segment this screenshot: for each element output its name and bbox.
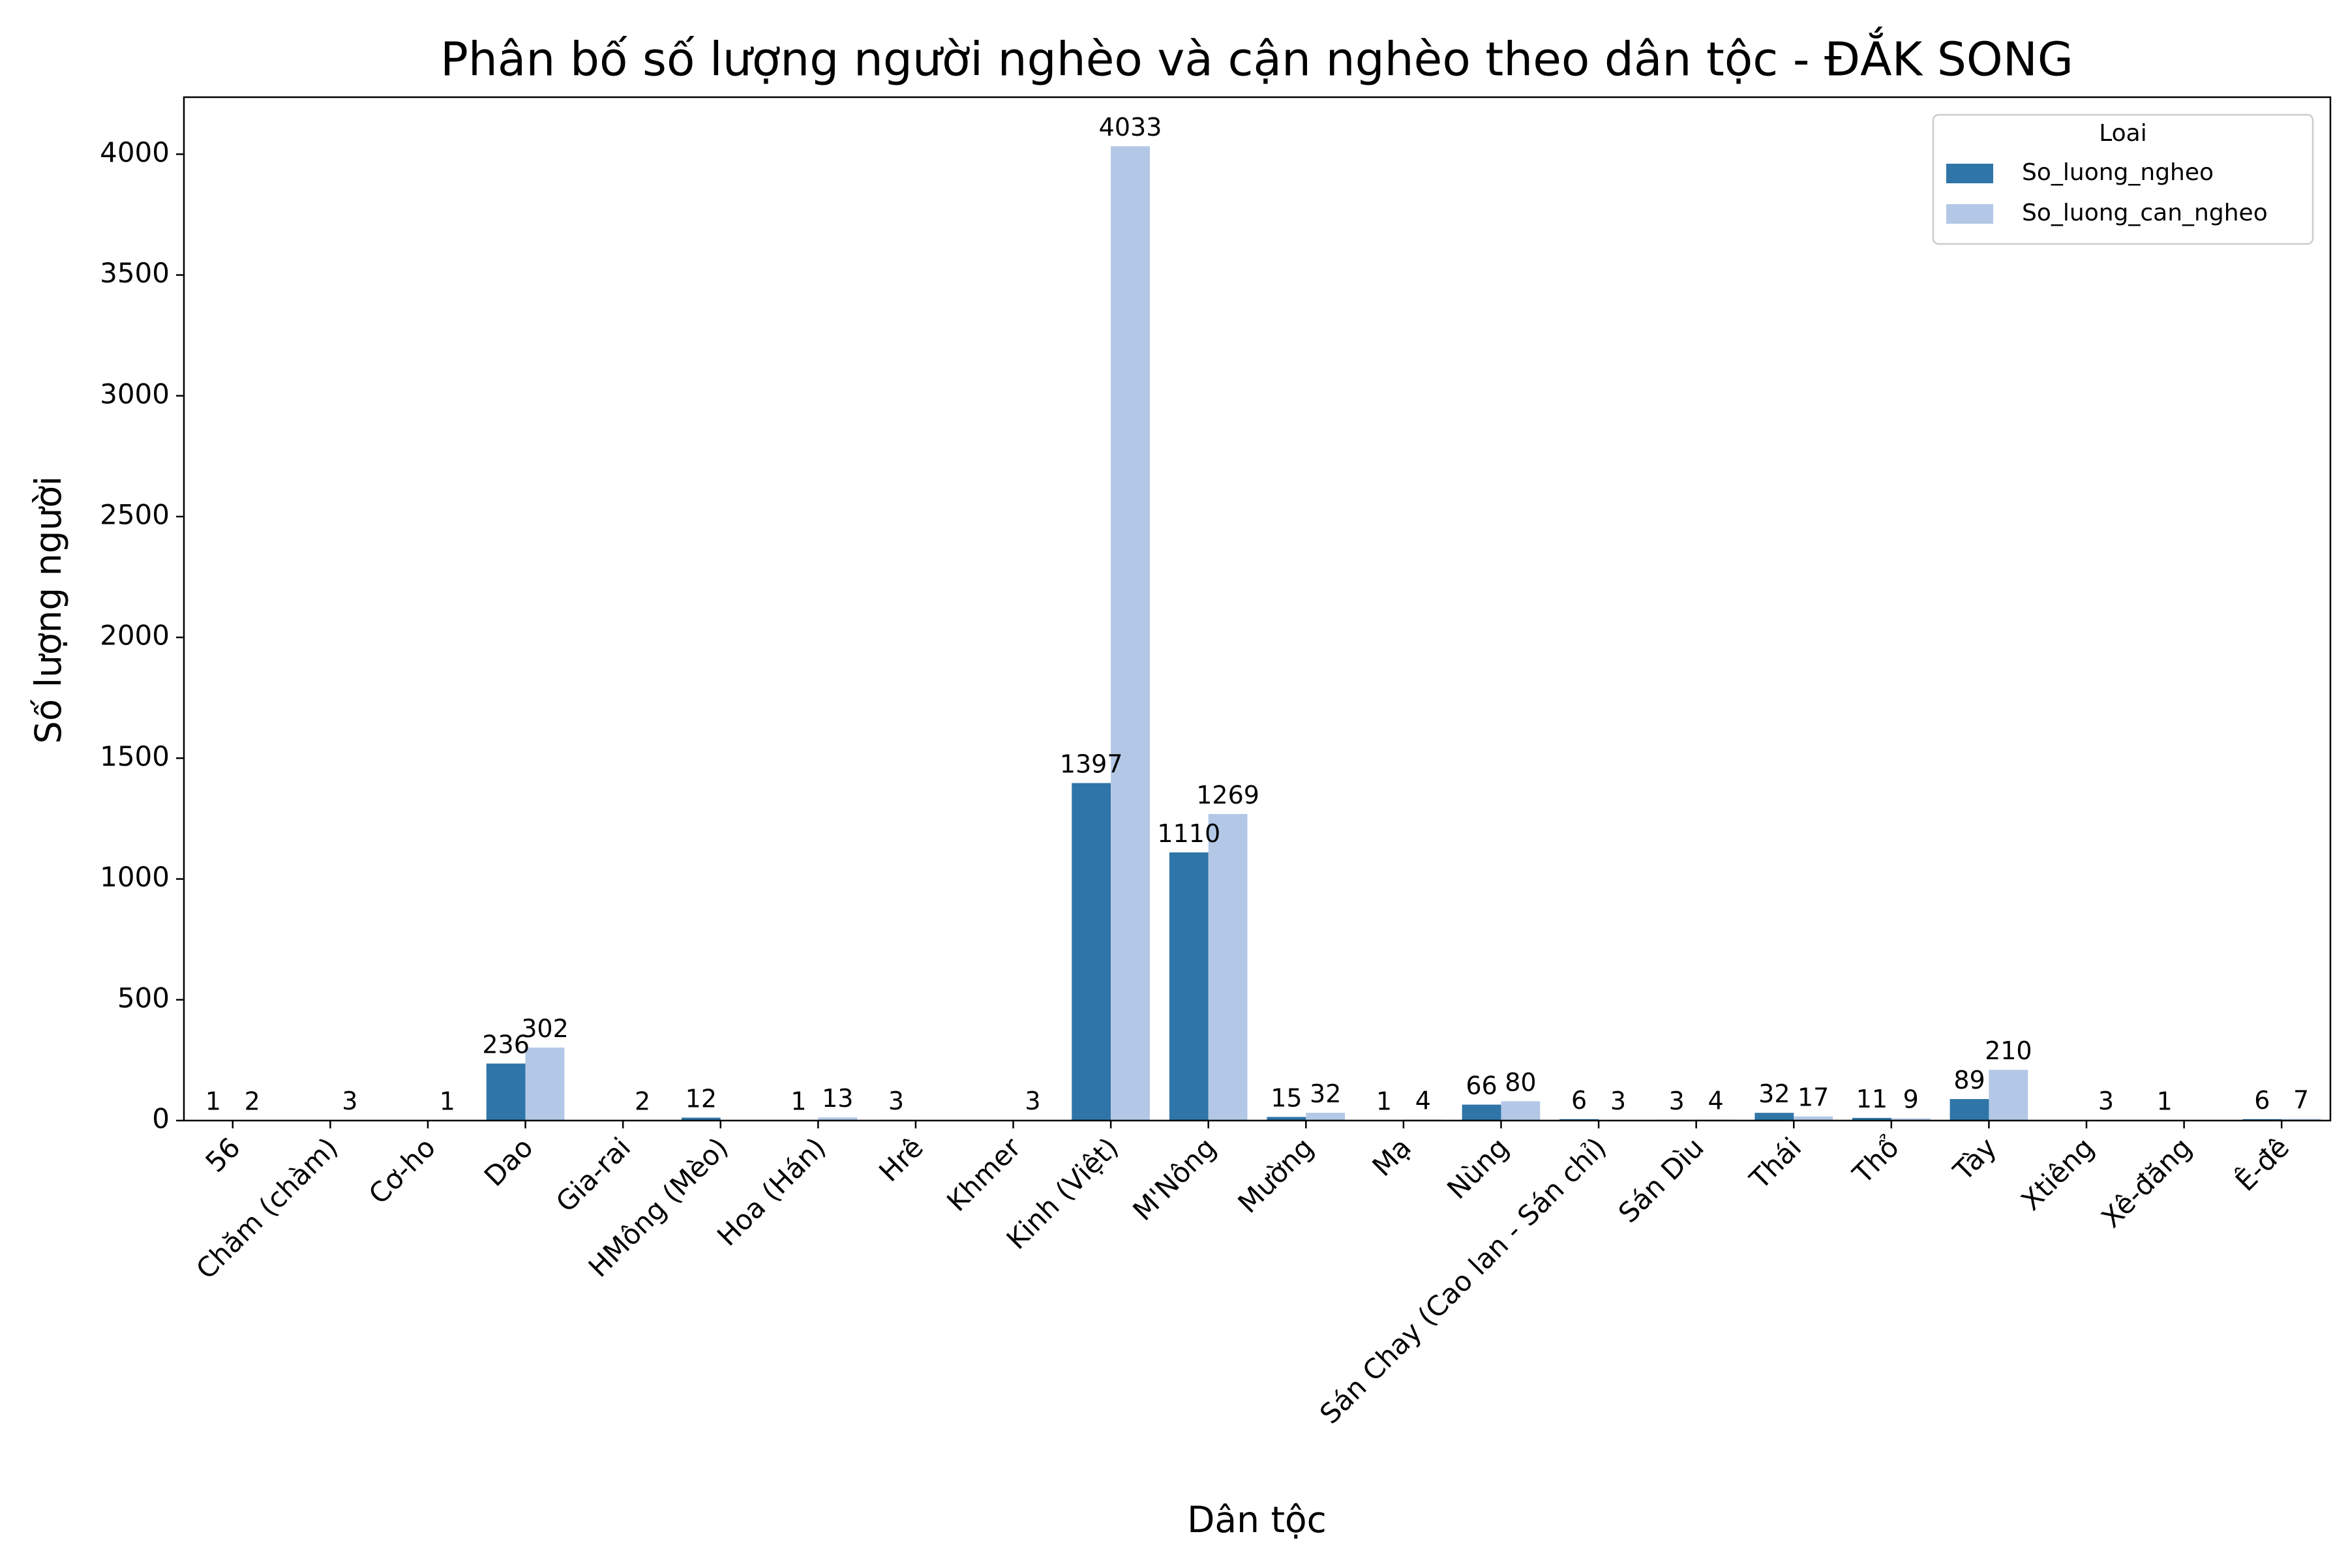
legend-label-So_luong_ngheo: So_luong_ngheo (2022, 159, 2214, 186)
data-label-So_luong_ngheo-9: 1397 (1060, 750, 1123, 779)
legend-box (1932, 113, 2314, 245)
data-label-So_luong_ngheo-5: 12 (685, 1085, 717, 1113)
plot-frame (183, 96, 2332, 1122)
y-tick-label-1500: 1500 (100, 740, 170, 772)
bar-So_luong_ngheo-17 (1852, 1117, 1891, 1121)
data-label-So_luong_ngheo-0: 1 (205, 1087, 221, 1116)
data-label-So_luong_ngheo-3: 236 (482, 1031, 530, 1059)
data-label-So_luong_ngheo-13: 66 (1466, 1072, 1497, 1100)
legend-label-So_luong_can_ngheo: So_luong_can_ngheo (2022, 200, 2268, 226)
legend-swatch-So_luong_ngheo (1946, 164, 1993, 183)
data-label-So_luong_ngheo-18: 89 (1953, 1066, 1985, 1094)
bar-So_luong_ngheo-18 (1949, 1099, 1989, 1121)
legend: Loai So_luong_ngheo So_luong_can_ngheo (1932, 113, 2314, 245)
x-axis-label: Dân tộc (1187, 1499, 1327, 1541)
data-label-So_luong_ngheo-7: 3 (888, 1087, 904, 1115)
legend-title: Loai (2099, 120, 2147, 147)
y-tick-label-1000: 1000 (100, 861, 170, 893)
data-label-So_luong_ngheo-14: 6 (1571, 1086, 1587, 1115)
bar-So_luong_ngheo-16 (1754, 1113, 1794, 1121)
bar-So_luong_can_ngheo-13 (1501, 1101, 1541, 1121)
y-axis-label: Số lượng người (27, 476, 69, 744)
bar-So_luong_can_ngheo-18 (1989, 1070, 2028, 1121)
legend-swatch-So_luong_can_ngheo (1946, 204, 1993, 224)
data-label-So_luong_ngheo-11: 15 (1271, 1083, 1302, 1112)
data-label-So_luong_can_ngheo-0: 2 (245, 1087, 260, 1115)
data-label-So_luong_can_ngheo-18: 210 (1985, 1036, 2032, 1065)
data-label-So_luong_can_ngheo-12: 4 (1415, 1087, 1431, 1115)
bar-So_luong_can_ngheo-17 (1891, 1118, 1931, 1121)
data-label-So_luong_can_ngheo-17: 9 (1903, 1085, 1919, 1114)
data-label-So_luong_can_ngheo-21: 7 (2293, 1085, 2309, 1114)
data-label-So_luong_can_ngheo-6: 13 (822, 1084, 853, 1113)
bar-So_luong_ngheo-11 (1267, 1117, 1306, 1121)
data-label-So_luong_ngheo-15: 3 (1669, 1087, 1685, 1115)
data-label-So_luong_can_ngheo-2: 1 (440, 1087, 455, 1116)
data-label-So_luong_can_ngheo-10: 1269 (1196, 781, 1259, 809)
data-label-So_luong_can_ngheo-15: 4 (1708, 1087, 1723, 1115)
y-tick-label-500: 500 (117, 982, 170, 1014)
data-label-So_luong_can_ngheo-1: 3 (342, 1087, 357, 1115)
data-label-So_luong_ngheo-12: 1 (1376, 1087, 1392, 1116)
data-label-So_luong_ngheo-16: 32 (1758, 1079, 1790, 1108)
data-label-So_luong_can_ngheo-16: 17 (1798, 1083, 1829, 1112)
data-label-So_luong_can_ngheo-4: 2 (635, 1087, 650, 1115)
bar-So_luong_ngheo-5 (681, 1117, 721, 1121)
y-tick-label-3500: 3500 (100, 257, 170, 289)
data-label-So_luong_ngheo-20: 1 (2157, 1087, 2173, 1116)
data-label-So_luong_ngheo-6: 1 (790, 1087, 806, 1116)
data-label-So_luong_can_ngheo-19: 3 (2098, 1087, 2114, 1115)
data-label-So_luong_ngheo-17: 11 (1856, 1085, 1888, 1113)
y-tick-label-4000: 4000 (100, 136, 170, 168)
chart-title: Phân bố số lượng người nghèo và cận nghè… (440, 27, 2073, 87)
bar-So_luong_ngheo-3 (486, 1063, 526, 1121)
bar-So_luong_can_ngheo-3 (525, 1048, 565, 1121)
y-tick-label-0: 0 (152, 1103, 170, 1135)
y-tick-label-2000: 2000 (100, 620, 170, 652)
bar-So_luong_ngheo-9 (1072, 783, 1111, 1121)
data-label-So_luong_can_ngheo-8: 3 (1025, 1087, 1040, 1115)
data-label-So_luong_ngheo-21: 6 (2254, 1086, 2270, 1115)
data-label-So_luong_ngheo-10: 1110 (1157, 819, 1220, 848)
data-label-So_luong_can_ngheo-3: 302 (521, 1014, 569, 1043)
bar-So_luong_can_ngheo-16 (1794, 1116, 1833, 1121)
y-tick-label-3000: 3000 (100, 378, 170, 410)
bar-So_luong_can_ngheo-9 (1111, 146, 1150, 1121)
data-label-So_luong_can_ngheo-9: 4033 (1099, 113, 1162, 142)
bar-So_luong_can_ngheo-6 (818, 1117, 858, 1121)
bar-So_luong_can_ngheo-21 (2281, 1119, 2321, 1121)
bar-So_luong_ngheo-13 (1462, 1104, 1501, 1121)
data-label-So_luong_can_ngheo-13: 80 (1505, 1068, 1536, 1096)
data-label-So_luong_can_ngheo-14: 3 (1610, 1087, 1626, 1115)
y-tick-label-2500: 2500 (100, 499, 170, 531)
data-label-So_luong_can_ngheo-11: 32 (1310, 1079, 1341, 1108)
bar-So_luong_ngheo-10 (1169, 852, 1209, 1121)
bar-So_luong_can_ngheo-11 (1306, 1113, 1346, 1121)
bar-So_luong_can_ngheo-10 (1208, 813, 1248, 1121)
bars-layer (193, 146, 2321, 1121)
